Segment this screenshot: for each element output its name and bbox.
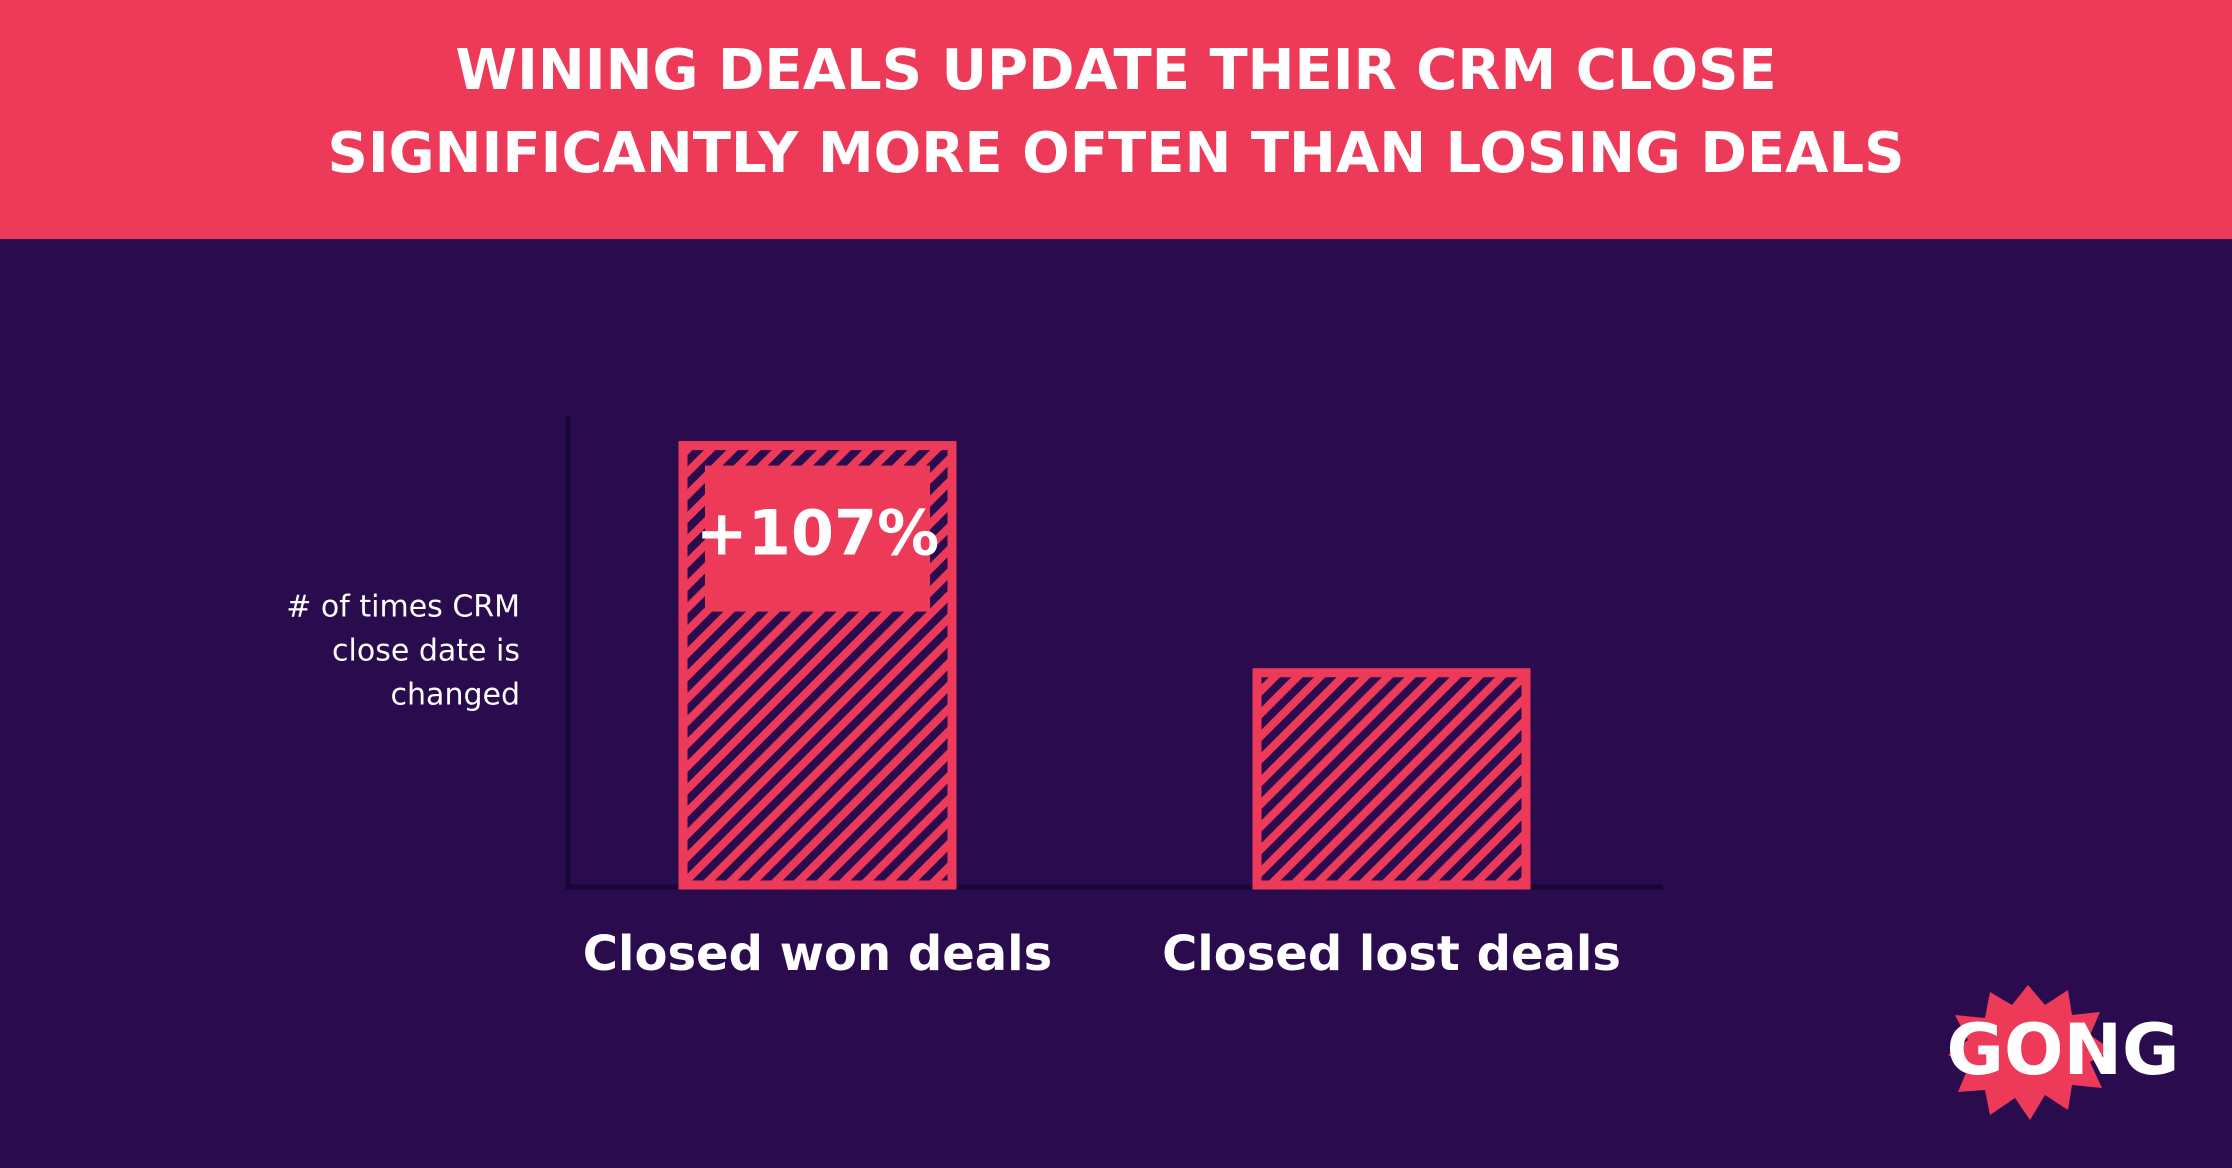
y-axis-label: # of times CRM (286, 590, 520, 625)
y-axis-label: changed (391, 678, 520, 713)
header-band (0, 0, 2232, 239)
chart-title: SIGNIFICANTLY MORE OFTEN THAN LOSING DEA… (328, 121, 1905, 186)
bar (1252, 668, 1531, 890)
annotation: +107% (696, 497, 940, 570)
x-tick-label: Closed won deals (583, 926, 1052, 982)
x-tick-label: Closed lost deals (1162, 926, 1621, 982)
logo-burst (1948, 985, 2112, 1120)
chart-title: WINING DEALS UPDATE THEIR CRM CLOSE (455, 38, 1776, 103)
annotation-box (705, 465, 930, 612)
y-axis-label: close date is (332, 634, 520, 669)
logo: GONG (1946, 1009, 2179, 1091)
